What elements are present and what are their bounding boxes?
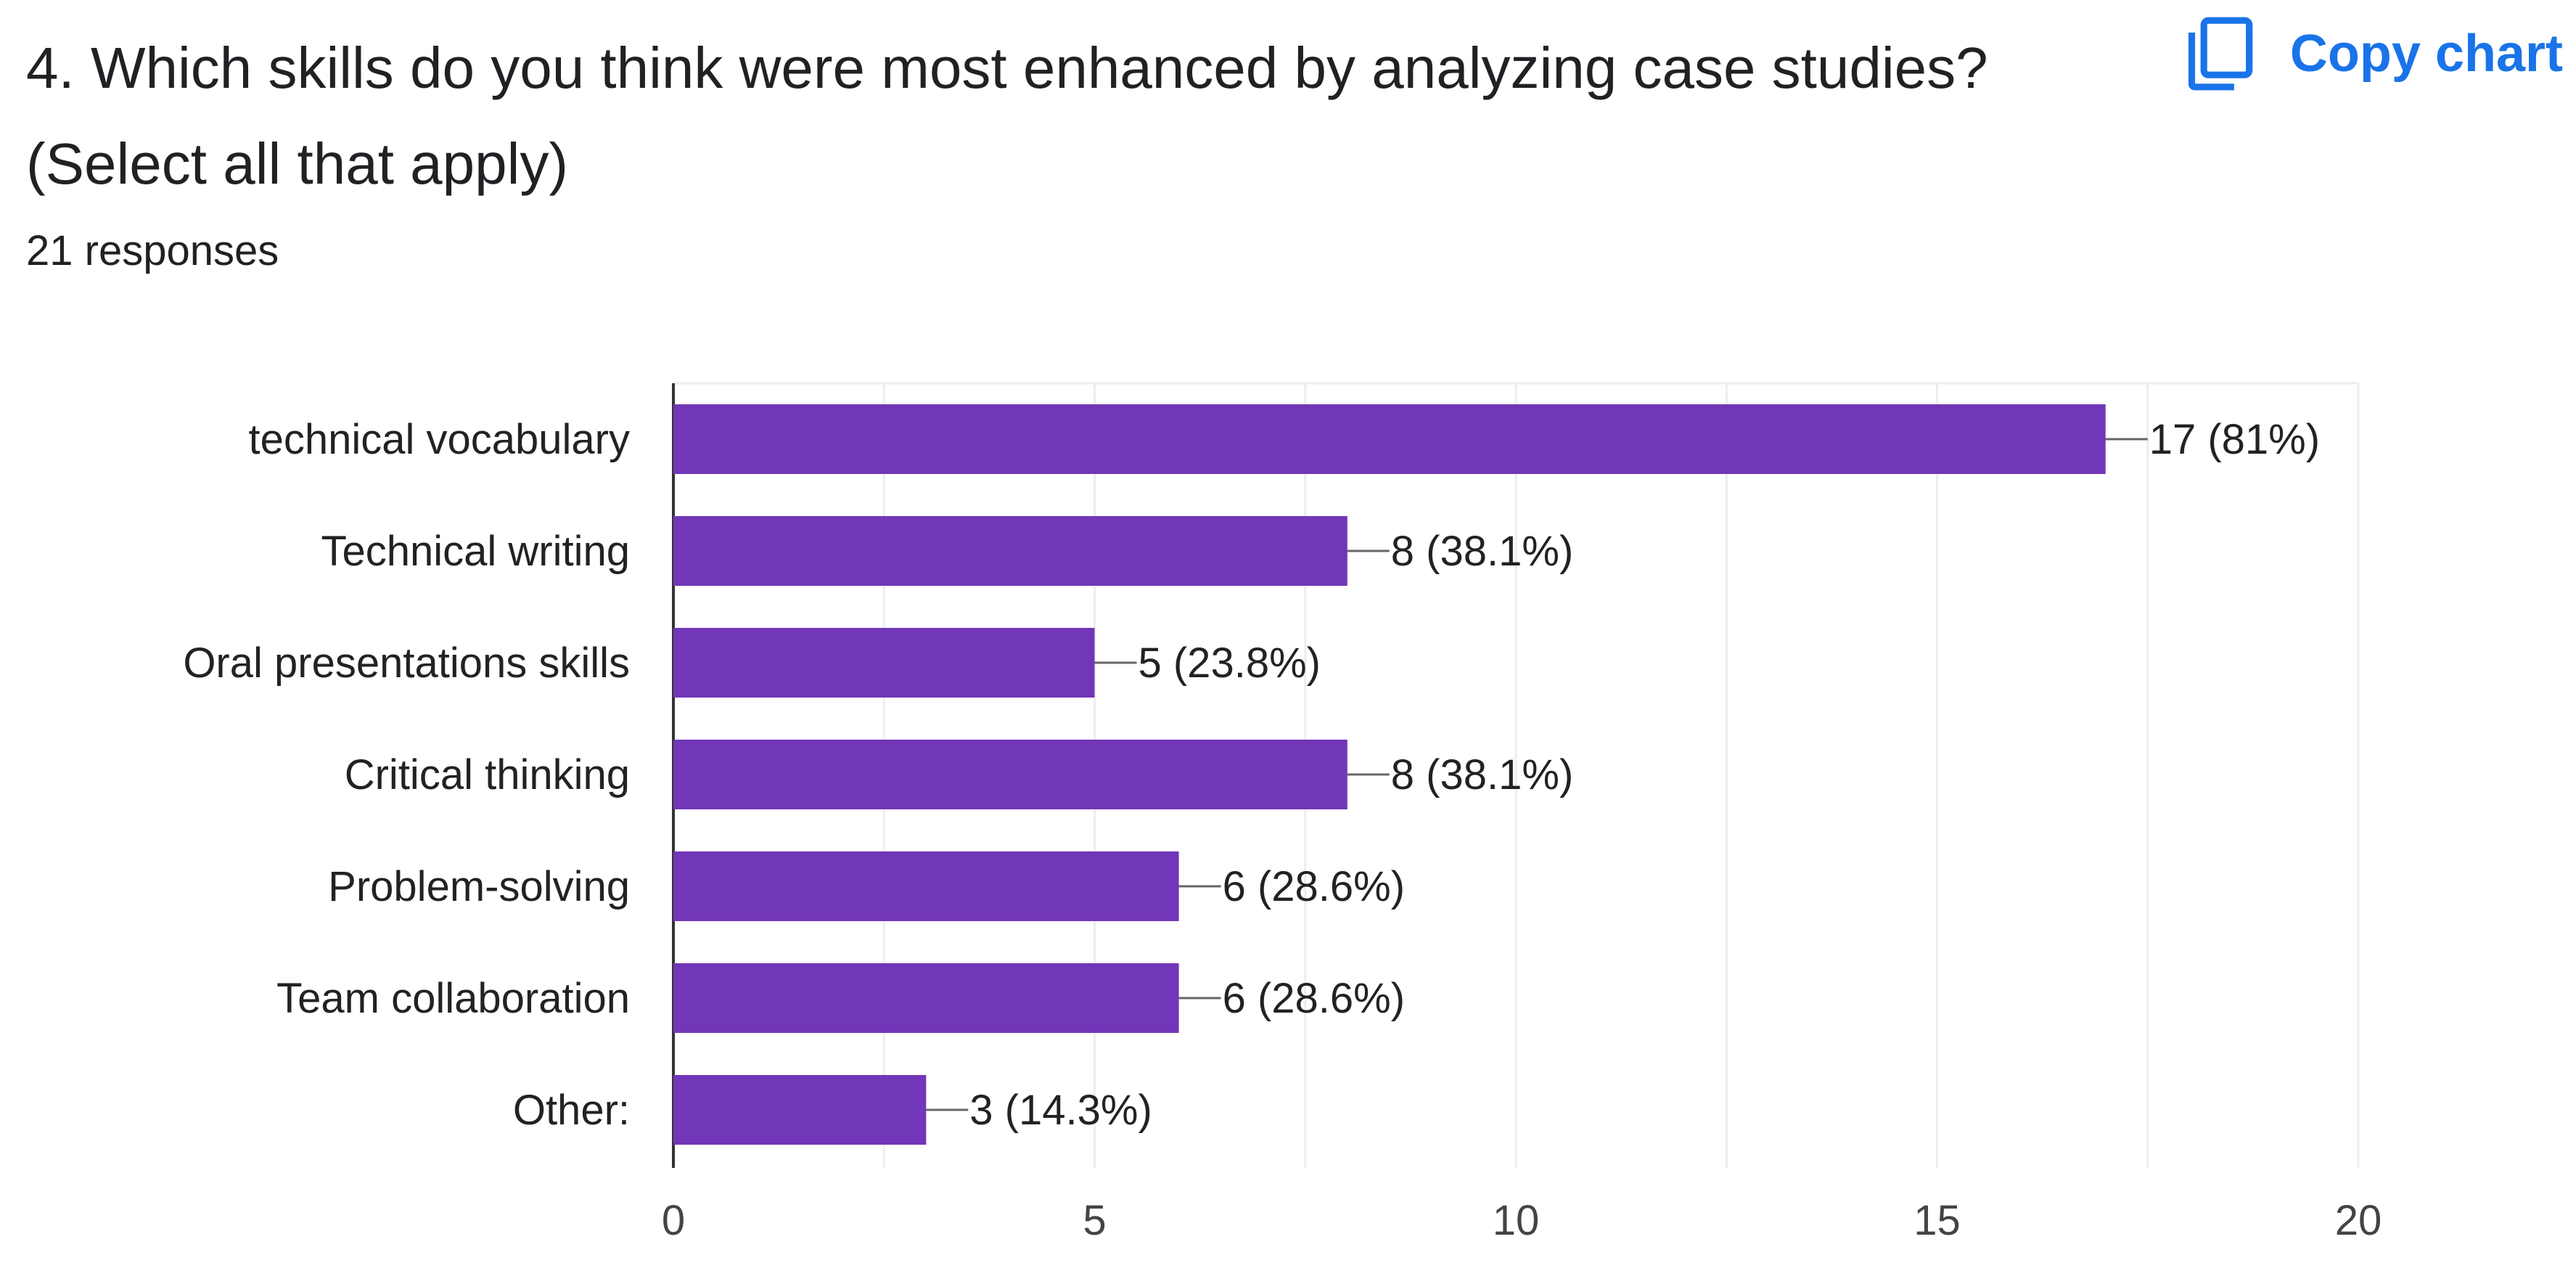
bar[interactable] — [673, 740, 1348, 809]
question-header: 4. Which skills do you think were most e… — [26, 20, 2130, 212]
category-label: Other: — [513, 1087, 630, 1134]
copy-chart-label: Copy chart — [2289, 25, 2563, 83]
bar[interactable] — [673, 963, 1179, 1033]
copy-icon — [2188, 17, 2253, 91]
category-label: Problem-solving — [328, 863, 630, 910]
bar[interactable] — [673, 628, 1095, 698]
category-label: Critical thinking — [345, 751, 630, 798]
bar[interactable] — [673, 516, 1348, 586]
copy-chart-button[interactable]: Copy chart — [2183, 10, 2563, 97]
bar[interactable] — [673, 404, 2106, 474]
x-tick-label: 5 — [1083, 1197, 1106, 1244]
data-label: 6 (28.6%) — [1223, 863, 1405, 910]
question-title-line-1: 4. Which skills do you think were most e… — [26, 36, 1988, 100]
data-label: 8 (38.1%) — [1391, 528, 1573, 575]
data-label: 8 (38.1%) — [1391, 751, 1573, 798]
bar[interactable] — [673, 851, 1179, 921]
question-title-line-2: (Select all that apply) — [26, 131, 569, 196]
category-label: Technical writing — [321, 528, 630, 575]
data-label: 17 (81%) — [2149, 416, 2320, 463]
x-tick-label: 10 — [1493, 1197, 1540, 1244]
data-label: 6 (28.6%) — [1223, 975, 1405, 1022]
category-label: Oral presentations skills — [183, 639, 630, 687]
bar[interactable] — [673, 1075, 927, 1145]
response-count: 21 responses — [26, 227, 279, 274]
data-label: 3 (14.3%) — [969, 1087, 1152, 1134]
category-label: technical vocabulary — [248, 416, 630, 463]
data-label: 5 (23.8%) — [1139, 639, 1321, 687]
x-tick-label: 0 — [662, 1197, 685, 1244]
category-label: Team collaboration — [276, 975, 630, 1022]
x-tick-label: 20 — [2335, 1197, 2382, 1244]
x-tick-label: 15 — [1913, 1197, 1961, 1244]
